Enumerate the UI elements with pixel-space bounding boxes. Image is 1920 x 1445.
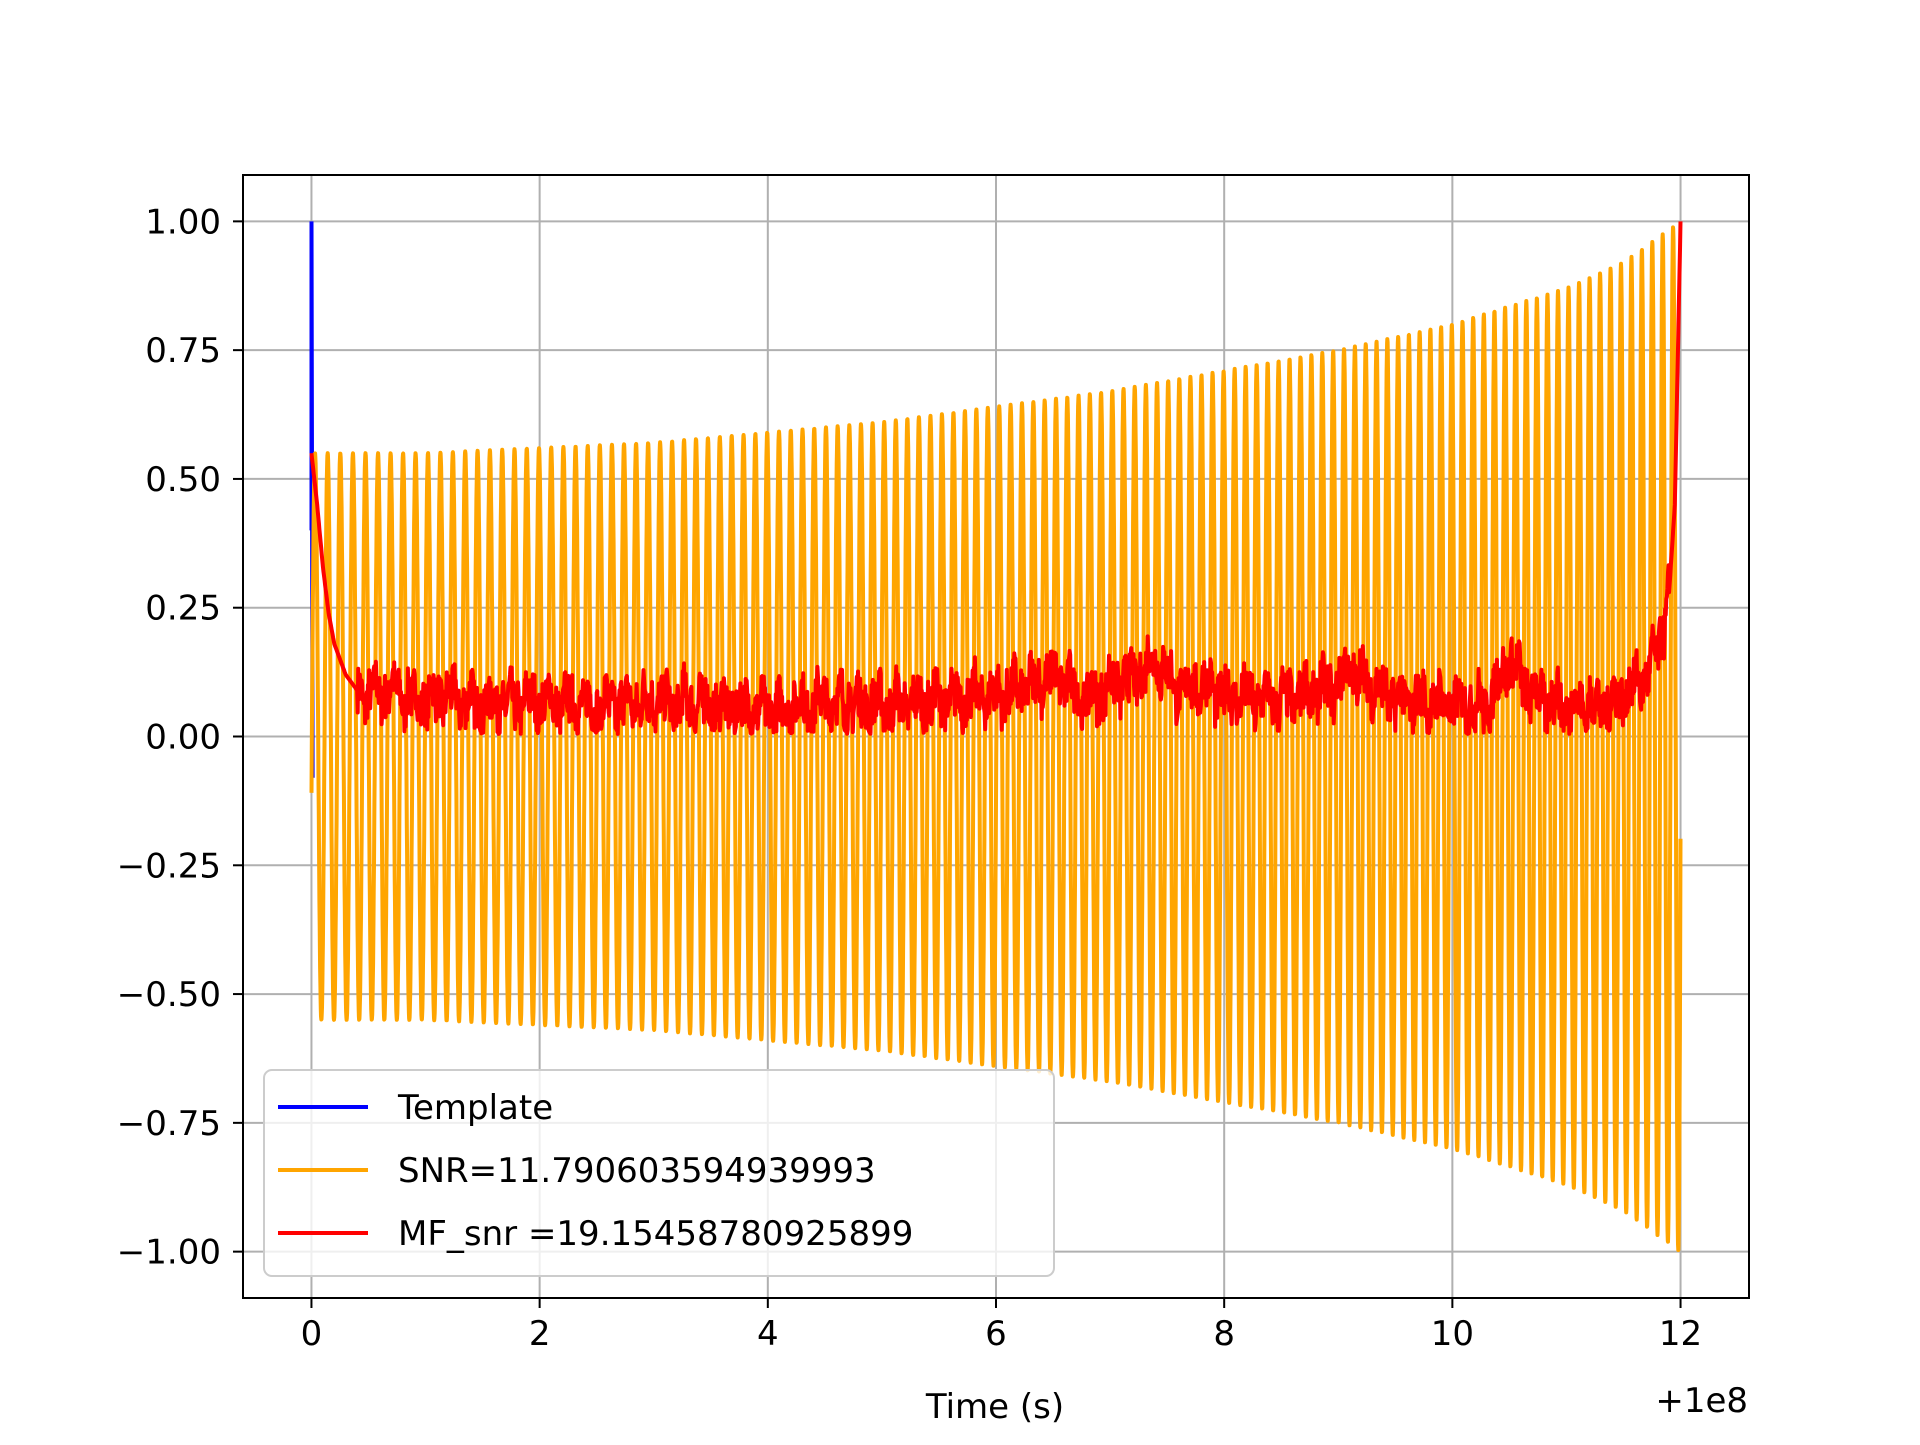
- y-tick-label: 0.50: [145, 460, 221, 500]
- series-snr-line: [309, 225, 1683, 1252]
- series-layer: [309, 221, 1683, 1252]
- x-tick-label: 6: [985, 1314, 1007, 1354]
- x-tick-label: 2: [529, 1314, 551, 1354]
- x-tick-label: 8: [1213, 1314, 1235, 1354]
- series-mf-snr-line: [309, 221, 1683, 736]
- legend-label-mf-snr: MF_snr =19.15458780925899: [398, 1214, 913, 1254]
- x-tick-label: 10: [1431, 1314, 1474, 1354]
- x-tick-label: 12: [1659, 1314, 1702, 1354]
- x-tick-label: 0: [301, 1314, 323, 1354]
- legend-label-template: Template: [397, 1088, 553, 1128]
- y-tick-label: −0.75: [117, 1104, 221, 1144]
- y-tick-label: 0.25: [145, 589, 221, 629]
- x-axis-offset-label: +1e8: [1655, 1381, 1748, 1421]
- legend-box: [263, 1069, 1055, 1277]
- y-tick-label: −0.25: [117, 846, 221, 886]
- x-axis: 0 2 4 6 8 10 12: [301, 1298, 1702, 1354]
- y-tick-label: −0.50: [117, 975, 221, 1015]
- y-tick-label: 0.00: [145, 718, 221, 758]
- legend: Template SNR=11.790603594939993 MF_snr =…: [263, 1069, 1055, 1277]
- y-tick-label: −1.00: [117, 1233, 221, 1273]
- legend-label-snr: SNR=11.790603594939993: [398, 1151, 876, 1191]
- y-axis: 1.00 0.75 0.50 0.25 0.00 −0.25 −0.50 −0.75 −1.00: [117, 202, 243, 1273]
- x-axis-label: Time (s): [925, 1387, 1064, 1427]
- y-tick-label: 1.00: [145, 202, 221, 242]
- y-tick-label: 0.75: [145, 331, 221, 371]
- x-tick-label: 4: [757, 1314, 779, 1354]
